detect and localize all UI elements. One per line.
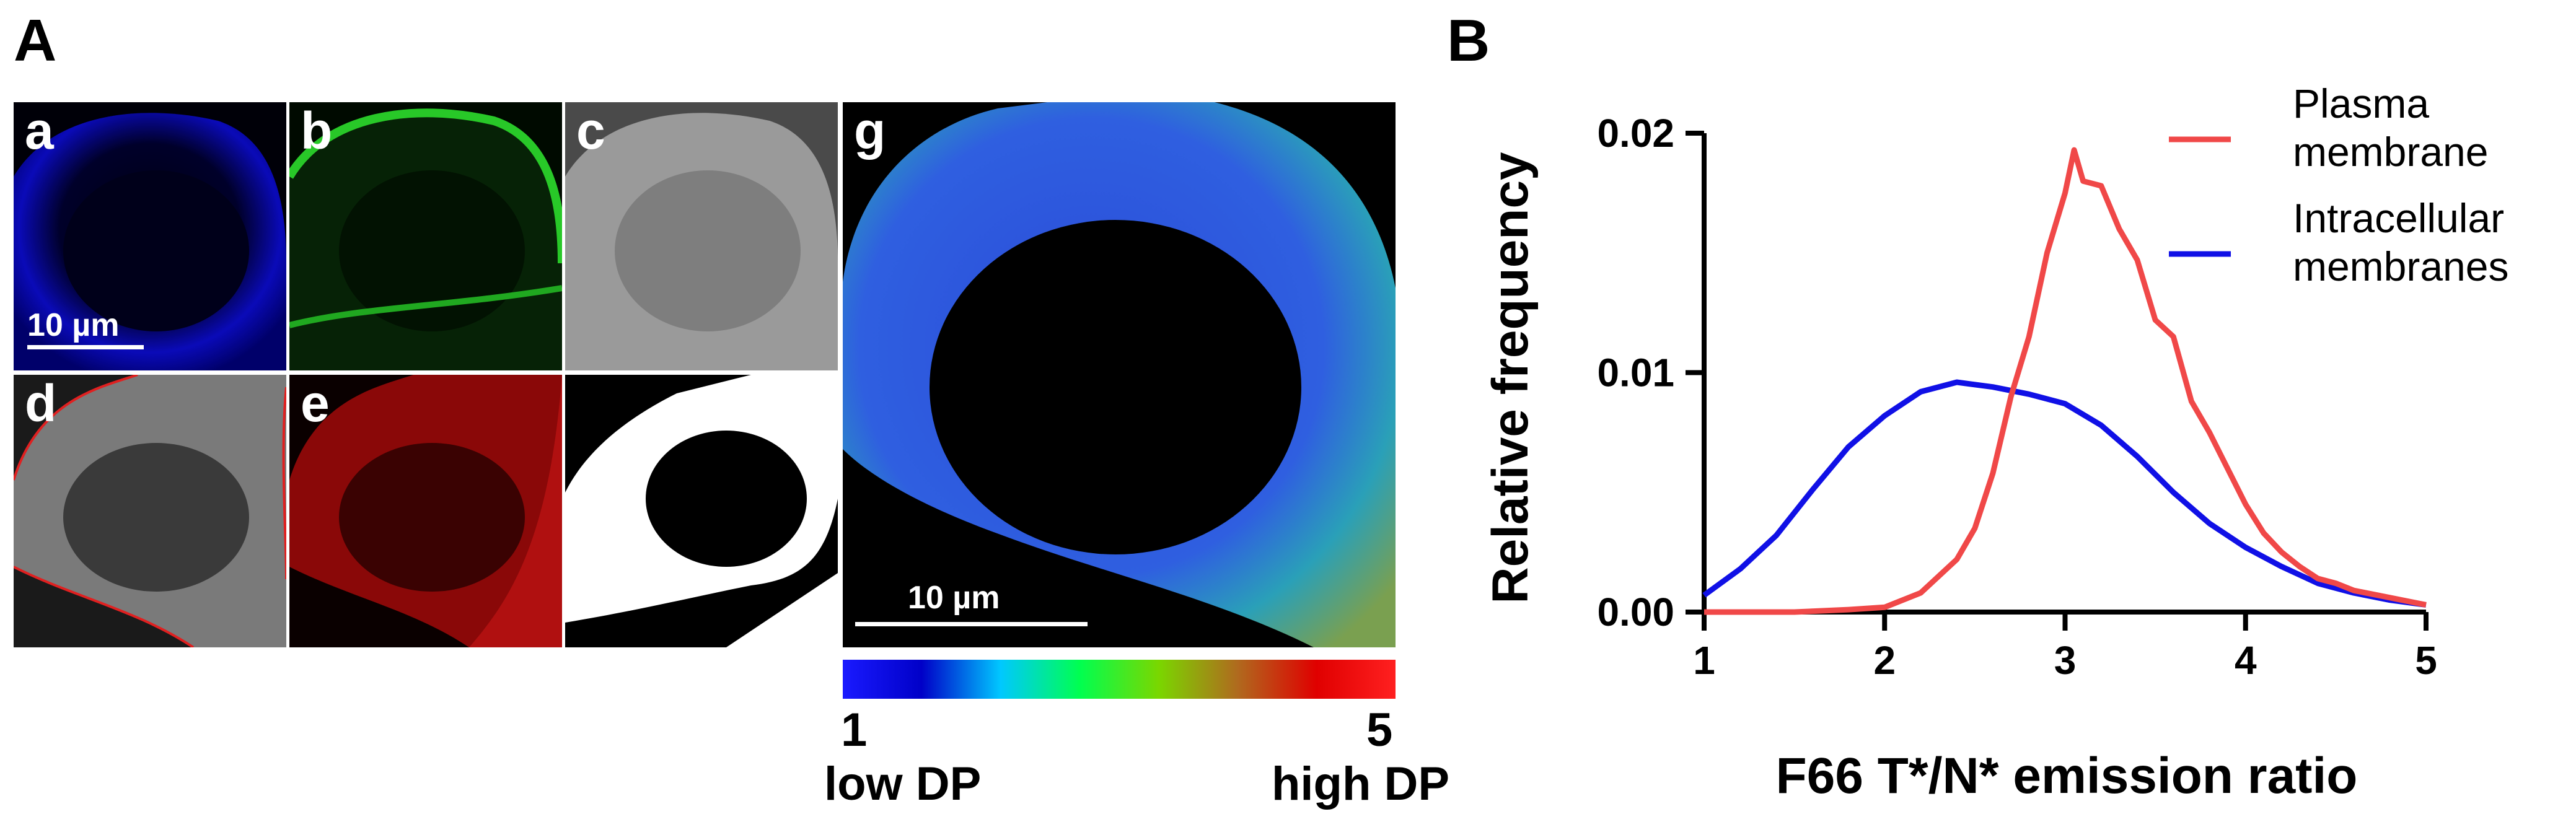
legend-label-0-line-0: Plasma [2293,81,2429,126]
tile-c-image: c [565,102,838,370]
series-line-intracellular-membranes [1702,379,2427,608]
tile-d-label: d [25,375,57,432]
y-tick-label-2: 0.02 [1597,111,1674,155]
tile-e-image: e [289,375,562,647]
tile-e-label: e [301,375,330,432]
tile-e-cell [289,375,562,647]
tile-a-image: a 10 µm [14,102,286,370]
tile-a-cell [14,113,286,370]
tile-g-scalebar [855,622,1088,626]
tile-d-cell [14,375,286,647]
legend-label-1-line-0: Intracellular [2293,195,2504,241]
panel-a-letter: A [14,7,57,74]
x-tick-label-4: 5 [2415,638,2437,683]
legend-label-0-line-1: membrane [2293,129,2488,175]
y-axis-label: Relative frequency [1482,152,1539,604]
x-tick-label-3: 4 [2235,638,2257,683]
dp-colorbar [843,660,1396,699]
x-tick-label-2: 3 [2054,638,2077,683]
x-tick-label-1: 2 [1873,638,1896,683]
tile-f-mask [565,375,838,647]
panel-b-letter: B [1447,7,1490,74]
x-tick-label-0: 1 [1693,638,1715,683]
legend-label-1-line-1: membranes [2293,243,2508,289]
tile-b-image: b [289,102,562,370]
y-tick-label-1: 0.01 [1597,351,1674,395]
colorbar-min-label: low DP [824,758,982,810]
series-line-plasma-membrane [1704,147,2427,615]
colorbar-max-value: 5 [1366,704,1393,756]
tile-d-image: d [14,375,286,647]
colorbar-min-value: 1 [841,704,868,756]
tile-b-cell [289,108,562,370]
tile-g-dp-map [843,102,1396,647]
tile-f-label: f [576,375,594,432]
tile-b-label: b [301,102,333,160]
colorbar-max-label: high DP [1272,758,1450,810]
tile-g-scalebar-label: 10 µm [908,580,1000,616]
tile-g-label: g [854,102,886,160]
tile-g-image: g 10 µm [843,102,1396,647]
y-tick-label-0: 0.00 [1597,590,1674,634]
tile-a-scalebar [27,345,144,349]
tile-a-label: a [25,102,54,160]
x-axis-label: F66 T*/N* emission ratio [1776,748,2358,804]
tile-a-scalebar-label: 10 µm [27,307,120,343]
tile-c-cell [565,113,838,370]
tile-f-image: f [565,375,838,647]
tile-c-label: c [576,102,605,160]
